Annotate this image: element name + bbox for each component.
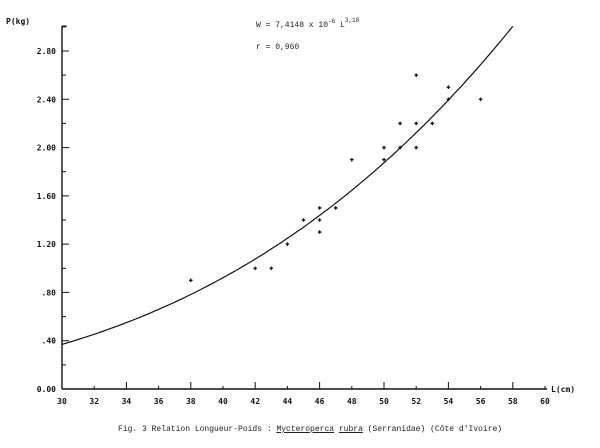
- caption-species: rubra: [338, 425, 363, 434]
- data-point: [301, 218, 306, 222]
- x-tick-label: 48: [347, 397, 357, 406]
- y-tick-label: 1.60: [37, 192, 56, 201]
- equation-power: 3,18: [345, 17, 360, 24]
- data-point: [446, 97, 451, 102]
- data-point: [398, 145, 402, 150]
- data-points: [189, 73, 483, 283]
- data-point: [253, 266, 257, 271]
- regression-curve: [61, 25, 514, 345]
- equation-text: W = 7,4148 x 10: [256, 21, 328, 30]
- data-point: [317, 206, 322, 210]
- y-tick-label: 2.80: [37, 47, 56, 56]
- y-axis-label: P(kg): [6, 17, 30, 26]
- y-tick-label: 0.00: [37, 385, 56, 394]
- x-tick-label: 36: [154, 397, 164, 406]
- x-tick-label: 58: [508, 397, 518, 406]
- x-tick-label: 30: [57, 397, 67, 406]
- data-point: [414, 121, 418, 126]
- data-point: [430, 121, 435, 126]
- figure-caption: Fig. 3 Relation Longueur-Poids : Myctero…: [118, 425, 502, 434]
- y-tick-label: 2.00: [37, 144, 56, 153]
- fitted-curve: [61, 25, 514, 345]
- svg-text:W = 7,4148 x 10-6 L3,18: W = 7,4148 x 10-6 L3,18: [256, 17, 360, 30]
- axes: [61, 25, 547, 390]
- y-tick-label: .40: [42, 337, 57, 346]
- x-tick-label: 50: [379, 397, 389, 406]
- y-tick-label: .80: [42, 288, 57, 297]
- data-point: [317, 218, 322, 222]
- x-tick-label: 54: [444, 397, 454, 406]
- x-tick-label: 56: [476, 397, 486, 406]
- data-point: [269, 266, 274, 271]
- data-point: [478, 97, 483, 102]
- data-point: [414, 73, 418, 77]
- equation-annotation: W = 7,4148 x 10-6 L3,18 r = 0,960: [256, 17, 360, 52]
- caption-genus: Mycteroperca: [276, 425, 335, 434]
- caption-prefix: Fig. 3 Relation Longueur-Poids :: [118, 425, 277, 434]
- data-point: [414, 145, 418, 150]
- data-point: [382, 145, 386, 150]
- y-tick-label: 2.40: [37, 95, 56, 104]
- data-point: [382, 157, 386, 162]
- equation-exponent: -6: [328, 18, 336, 25]
- x-tick-label: 52: [411, 397, 421, 406]
- x-tick-label: 32: [89, 397, 99, 406]
- x-tick-label: 44: [283, 397, 293, 406]
- data-point: [398, 121, 402, 126]
- y-tick-label: 1.20: [37, 240, 56, 249]
- x-tick-label: 60: [540, 397, 550, 406]
- x-axis-label: L(cm): [551, 385, 575, 394]
- correlation-text: r = 0,960: [256, 43, 299, 52]
- axis-ticks: 0.00 .40 .80 1.20 1.60 2.00 2.40 2.80 30 32 34 36 38…: [37, 26, 550, 406]
- x-tick-label: 40: [218, 397, 228, 406]
- x-tick-label: 46: [315, 397, 325, 406]
- data-point: [189, 278, 193, 283]
- caption-suffix: (Serranidae) (Côte d'Ivoire): [362, 425, 503, 434]
- x-tick-label: 34: [122, 397, 132, 406]
- equation-variable: L: [335, 21, 345, 30]
- data-point: [317, 230, 322, 234]
- data-point: [333, 206, 338, 210]
- data-point: [446, 85, 451, 90]
- data-point: [285, 242, 290, 246]
- x-tick-label: 38: [186, 397, 196, 406]
- x-tick-label: 42: [250, 397, 260, 406]
- data-point: [350, 157, 354, 162]
